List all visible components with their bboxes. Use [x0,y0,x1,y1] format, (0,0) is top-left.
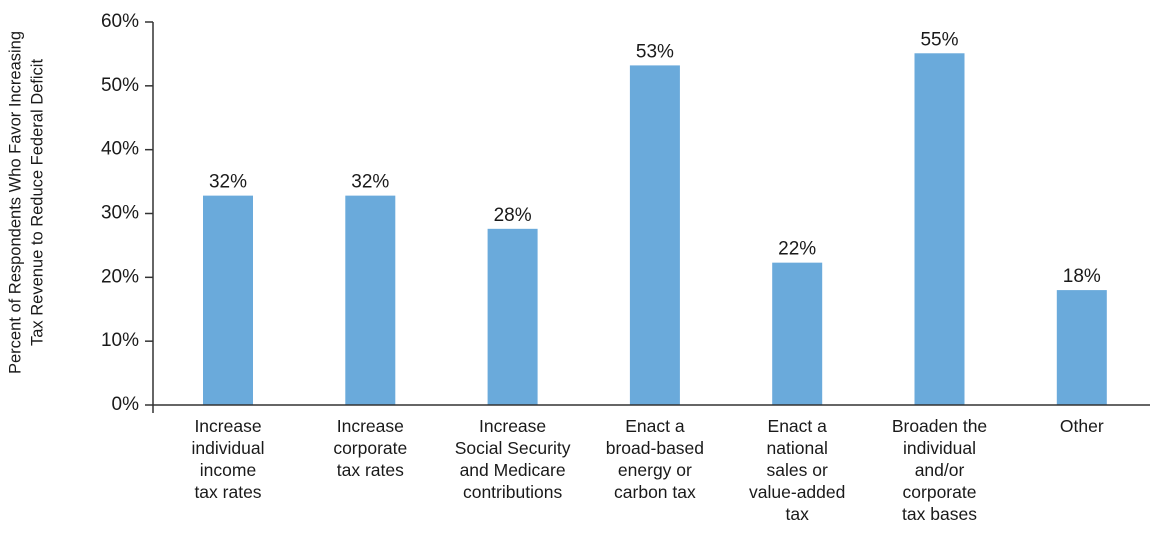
bar [914,53,965,406]
x-category-label-line: tax [786,504,810,524]
y-tick-label: 0% [112,394,140,415]
x-category-label-line: individual [192,438,265,458]
bar-value-label: 32% [351,172,389,193]
y-axis-title: Percent of Respondents Who Favor Increas… [6,31,46,374]
x-category-label-line: and/or [915,460,965,480]
x-category-label-line: value-added [749,482,845,502]
bar-value-label: 53% [636,41,674,62]
x-category-label-line: broad-based [606,438,704,458]
bars [203,53,1107,406]
x-category-label-line: corporate [333,438,407,458]
x-category-label-line: tax rates [194,482,261,502]
x-category-label-line: individual [903,438,976,458]
bar-value-label: 18% [1063,266,1101,287]
x-category-label-line: income [200,460,256,480]
x-category-label-line: Enact a [768,416,828,436]
y-axis-title-line: Tax Revenue to Reduce Federal Deficit [28,59,46,346]
y-axis-title-line: Percent of Respondents Who Favor Increas… [6,31,24,374]
bar-value-label: 28% [494,205,532,226]
x-category-label-line: and Medicare [460,460,566,480]
y-tick-label: 50% [101,75,139,96]
x-category-label-line: sales or [767,460,828,480]
x-category-label-line: energy or [618,460,692,480]
bar [629,65,680,405]
x-category-label-line: tax rates [337,460,404,480]
bar [345,195,396,405]
y-tick-label: 30% [101,203,139,224]
x-category-label-line: Increase [194,416,261,436]
x-category-label-line: carbon tax [614,482,696,502]
x-category-label-line: national [767,438,828,458]
x-category-label-line: corporate [903,482,977,502]
y-tick-label: 20% [101,266,139,287]
y-tick-label: 40% [101,139,139,160]
data-labels: 32% 32% 28% 53% 22% 55% 18% [209,29,1101,287]
x-category-label-line: Increase [337,416,404,436]
bar [772,262,823,405]
y-tick-label: 60% [101,11,139,32]
x-category-label-line: tax bases [902,504,977,524]
x-category-label-line: Social Security [455,438,571,458]
bar [203,195,253,405]
bar [1056,290,1107,405]
y-axis: 0% 10% 20% 30% 40% 50% 60% [101,11,154,415]
x-category-label-line: Broaden the [892,416,987,436]
x-category-label-line: contributions [463,482,562,502]
x-category-label-line: Other [1060,416,1104,436]
bar [487,228,538,405]
bar-value-label: 55% [920,29,958,50]
bar-value-label: 22% [778,239,816,260]
x-category-label-line: Increase [479,416,546,436]
bar-value-label: 32% [209,172,247,193]
x-category-label-line: Enact a [625,416,685,436]
y-tick-label: 10% [101,330,139,351]
